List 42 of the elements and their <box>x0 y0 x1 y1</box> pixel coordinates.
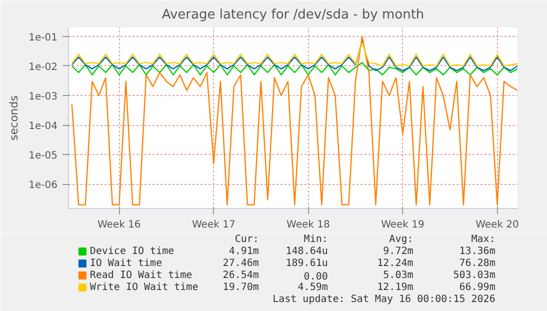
legend-label: Read IO Wait time <box>90 270 192 281</box>
text: 4.59m <box>298 282 328 293</box>
y-tick-label: 1e-06 <box>28 180 58 192</box>
y-tick-label: 1e-05 <box>28 150 58 162</box>
x-tick-label: Week 19 <box>381 220 424 230</box>
x-tick-label: Week 18 <box>286 220 330 230</box>
legend-label: IO Wait time <box>90 258 162 269</box>
x-tick-label: Week 20 <box>476 220 519 230</box>
text: 66.99m <box>459 282 496 293</box>
text: 0.00 <box>304 272 328 282</box>
text: 27.46m <box>222 258 259 269</box>
text: 503.03m <box>453 270 496 281</box>
text: 26.54m <box>222 270 259 281</box>
y-tick-label: 1e-04 <box>28 121 58 132</box>
text: 12.19m <box>377 282 414 293</box>
text: Min: <box>304 234 328 245</box>
y-tick-label: 1e-03 <box>28 92 58 102</box>
text: Avg: <box>389 234 414 245</box>
y-axis-title: seconds <box>8 95 21 140</box>
text: Cur: <box>234 234 259 245</box>
line-series <box>71 40 518 72</box>
x-tick-label: Week 17 <box>192 220 236 230</box>
legend-label: Device IO time <box>90 246 174 257</box>
text: 19.70m <box>222 282 259 293</box>
legend-label: Write IO Wait time <box>90 282 198 293</box>
chart-title: Average latency for /dev/sda - by month <box>162 8 424 22</box>
y-tick-label: 1e-01 <box>28 32 58 44</box>
text: 76.28m <box>459 258 496 269</box>
text: 12.24m <box>377 258 414 269</box>
text: 13.36m <box>459 246 496 257</box>
line-series <box>71 62 518 76</box>
text: 5.03m <box>383 270 414 281</box>
text: 189.61u <box>286 258 328 269</box>
text: Max: <box>471 234 496 245</box>
line-series <box>71 42 518 67</box>
text: 4.91m <box>228 246 259 257</box>
line-series <box>71 36 518 206</box>
y-tick-label: 1e-02 <box>28 62 58 73</box>
x-tick-label: Week 16 <box>97 220 141 230</box>
text: 148.64u <box>286 246 328 257</box>
text: Last update: Sat May 16 00:00:15 2026 <box>272 294 496 305</box>
text: 9.72m <box>383 246 414 257</box>
